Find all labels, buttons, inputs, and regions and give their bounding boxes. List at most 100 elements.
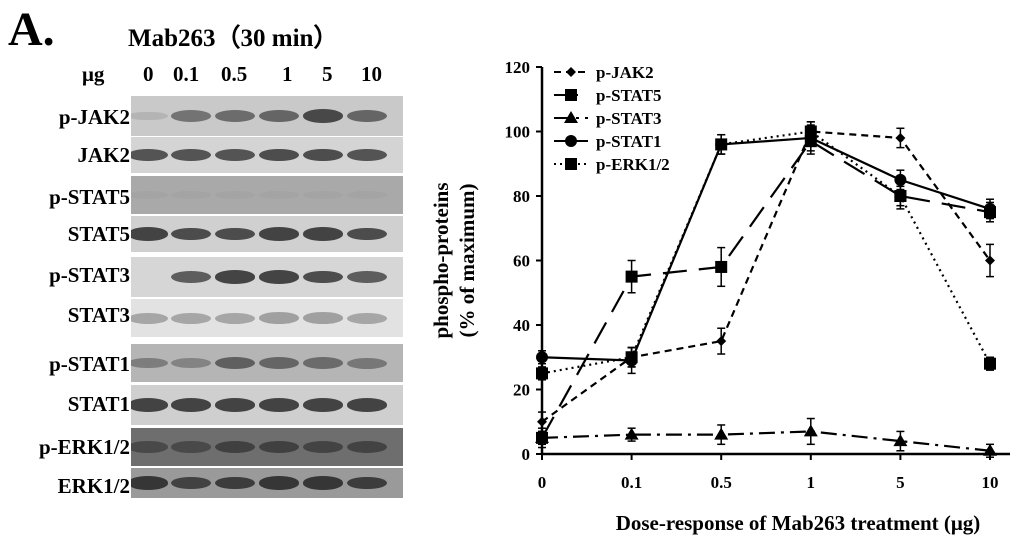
- blot-band: [347, 109, 387, 123]
- y-tick-label: 100: [505, 123, 531, 142]
- blot-band: [303, 441, 343, 453]
- series-line-p-stat3: [541, 430, 991, 452]
- series-line-p-jak2: [541, 130, 991, 423]
- blot-band: [171, 110, 211, 122]
- blot-strip-p-stat1: [131, 344, 403, 382]
- blot-band: [131, 476, 168, 490]
- blot-label-p-stat3: p-STAT3: [49, 263, 130, 287]
- legend-marker-p-stat3: [564, 111, 578, 123]
- panel-label: A.: [8, 3, 55, 56]
- y-tick-label: 60: [513, 252, 530, 271]
- y-axis-title-line-2: (% of maximum): [455, 184, 479, 338]
- blot-band: [215, 312, 255, 324]
- blot-band: [303, 270, 343, 284]
- y-tick-label: 20: [513, 381, 530, 400]
- data-point-p-stat5: [715, 260, 728, 273]
- data-point-p-erk1-2: [984, 357, 996, 370]
- dose-response-line-chart: 0 20 40 60 80 100 120 0 0.1 0.5 1 5 10 phospho-protei…: [429, 58, 1010, 535]
- blot-strip-p-stat3: [131, 257, 403, 297]
- data-point-p-stat3: [803, 424, 818, 437]
- data-point-p-stat1: [894, 173, 907, 186]
- blot-band: [215, 476, 255, 490]
- legend-label-p-stat1: p-STAT1: [596, 132, 662, 151]
- blot-band: [303, 398, 343, 412]
- data-point-p-erk1-2: [625, 351, 638, 364]
- blot-band: [215, 190, 255, 200]
- data-point-p-stat3: [624, 427, 639, 440]
- legend-label-p-jak2: p-JAK2: [596, 63, 654, 82]
- blot-band: [303, 190, 343, 200]
- data-point-p-erk1-2: [804, 125, 817, 138]
- data-point-p-jak2: [716, 336, 727, 347]
- blot-band: [259, 398, 299, 412]
- blot-band: [171, 190, 211, 200]
- blot-treatment-title: Mab263（30 min）: [128, 25, 339, 52]
- blot-label-p-stat5: p-STAT5: [49, 185, 130, 209]
- data-point-p-stat1: [984, 202, 996, 215]
- blot-band: [131, 111, 168, 121]
- legend-marker-p-stat5: [565, 89, 577, 101]
- blot-band: [259, 476, 299, 490]
- blot-band: [303, 227, 343, 241]
- blot-band: [259, 440, 299, 454]
- data-point-p-jak2: [985, 255, 995, 266]
- blot-band: [131, 398, 168, 412]
- data-point-p-stat3: [983, 443, 997, 456]
- blot-strip-jak2: [131, 137, 403, 173]
- blot-band: [347, 270, 387, 284]
- blot-strip-stat5: [131, 216, 403, 252]
- dose-label-5: 5: [322, 62, 333, 86]
- blot-band: [259, 148, 299, 162]
- blot-band: [171, 441, 211, 453]
- blot-band: [347, 227, 387, 241]
- data-point-p-erk1-2: [536, 367, 548, 380]
- data-point-p-stat3: [535, 430, 549, 443]
- data-point-p-erk1-2: [715, 138, 728, 151]
- blot-band: [259, 109, 299, 123]
- x-tick-label: 5: [896, 473, 905, 492]
- blot-band: [259, 190, 299, 200]
- data-point-p-stat1: [536, 351, 548, 364]
- blot-label-p-stat1: p-STAT1: [49, 352, 130, 376]
- x-tick-label: 0.1: [621, 473, 642, 492]
- blot-strip-p-erk1-2: [131, 428, 403, 466]
- data-point-p-jak2: [537, 416, 547, 427]
- blot-band: [131, 441, 168, 453]
- y-tick-label: 0: [522, 445, 531, 464]
- blot-band: [215, 356, 255, 370]
- blot-band: [303, 312, 343, 324]
- legend-label-p-erk1-2: p-ERK1/2: [596, 155, 670, 174]
- legend-label-p-stat5: p-STAT5: [596, 86, 662, 105]
- x-tick-label: 1: [807, 473, 816, 492]
- x-tick-label: 0.5: [711, 473, 732, 492]
- dose-label-0: 0: [143, 62, 154, 86]
- dose-label-1: 1: [282, 62, 293, 86]
- blot-band: [347, 357, 387, 369]
- blot-label-p-jak2: p-JAK2: [58, 105, 130, 129]
- blot-label-stat1: STAT1: [67, 392, 130, 416]
- blot-band: [347, 148, 387, 162]
- data-point-p-stat3: [714, 427, 729, 440]
- data-point-p-jak2: [895, 132, 906, 143]
- x-axis-title: Dose-response of Mab263 treatment (μg): [616, 511, 981, 535]
- series-line-p-erk1-2: [541, 130, 991, 375]
- blot-band: [171, 148, 211, 162]
- blot-label-stat5: STAT5: [67, 222, 130, 246]
- data-point-p-stat5: [625, 270, 638, 283]
- blot-label-erk1-2: ERK1/2: [57, 474, 130, 498]
- dose-unit-label: μg: [82, 62, 105, 86]
- blot-band: [347, 441, 387, 453]
- blot-band: [347, 190, 387, 200]
- blot-band: [131, 148, 168, 162]
- blot-band: [215, 110, 255, 122]
- y-tick-label: 80: [513, 187, 530, 206]
- blot-band: [259, 312, 299, 324]
- blot-band: [215, 148, 255, 162]
- legend-marker-p-jak2: [566, 67, 576, 77]
- blot-band: [215, 440, 255, 454]
- blot-label-p-erk1-2: p-ERK1/2: [38, 435, 130, 459]
- blot-strip-p-jak2: [131, 96, 403, 136]
- blot-strip-p-stat5: [131, 176, 403, 214]
- x-tick-label: 0: [538, 473, 547, 492]
- y-tick-label: 40: [513, 316, 530, 335]
